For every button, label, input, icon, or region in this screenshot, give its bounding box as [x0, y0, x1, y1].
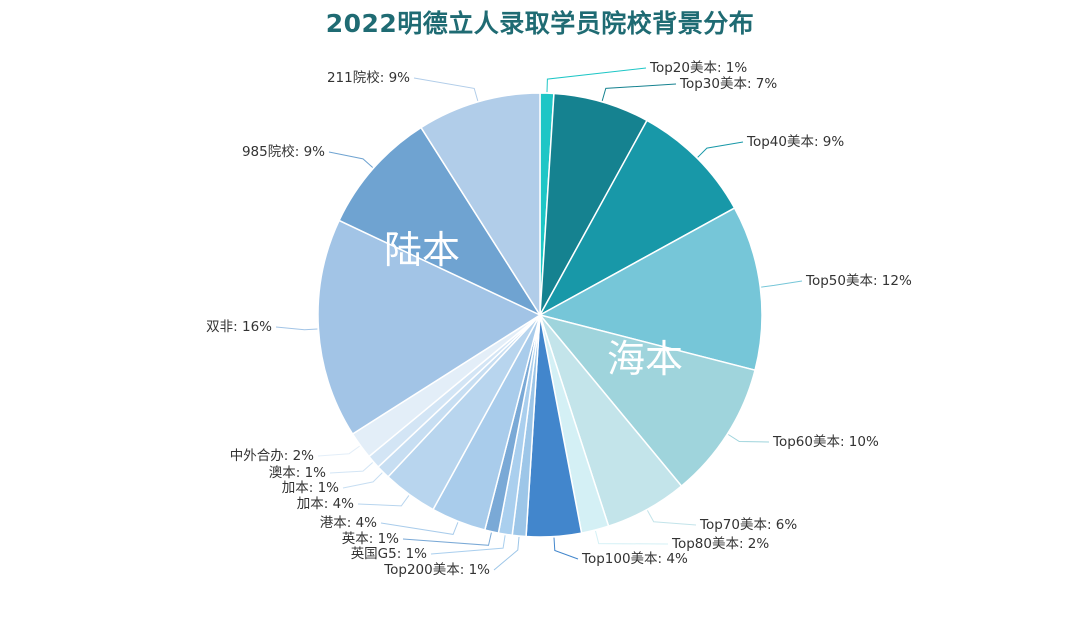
slice-label: Top70美本: 6%	[699, 517, 797, 533]
leader-line	[328, 151, 374, 168]
leader-line	[342, 472, 383, 489]
slice-label: 加本: 1%	[282, 480, 339, 496]
leader-line	[697, 141, 744, 158]
slice-label: Top60美本: 10%	[772, 434, 879, 450]
group-label: 陆本	[384, 228, 460, 272]
leader-line	[402, 532, 492, 546]
slice-label: Top100美本: 4%	[581, 551, 688, 567]
slice-label: 英国G5: 1%	[351, 545, 427, 562]
leader-line	[595, 530, 669, 545]
chart-title: 2022明德立人录取学员院校背景分布	[325, 9, 755, 38]
slice-label: Top200美本: 1%	[383, 562, 490, 578]
slice-label: 英本: 1%	[342, 530, 399, 547]
leader-line	[329, 462, 374, 474]
slice-label: Top50美本: 12%	[805, 273, 912, 289]
leader-line	[317, 445, 360, 457]
slice-label: 港本: 4%	[320, 515, 377, 531]
leader-line	[546, 67, 647, 93]
pie-slice	[338, 126, 543, 317]
leader-line	[728, 434, 770, 443]
slice-label: 加本: 4%	[297, 496, 354, 512]
slice-label: 中外合办: 2%	[230, 448, 314, 464]
leader-line	[430, 535, 506, 555]
slice-label: Top30美本: 7%	[679, 76, 777, 92]
slice-label: 211院校: 9%	[327, 69, 410, 86]
leader-line	[357, 495, 410, 507]
slice-label: 澳本: 1%	[269, 465, 326, 481]
leader-line	[380, 522, 459, 535]
group-label: 海本	[607, 337, 683, 381]
slice-label: Top80美本: 2%	[671, 536, 769, 552]
leader-line	[553, 537, 579, 560]
leader-line	[413, 77, 479, 102]
leader-line	[761, 280, 803, 288]
leader-line	[646, 510, 697, 526]
pie-slice	[420, 92, 541, 318]
pie-slice	[317, 219, 542, 435]
leader-line	[493, 536, 520, 571]
slice-label: Top20美本: 1%	[649, 60, 747, 76]
pie-slice	[537, 313, 756, 488]
leader-line	[601, 83, 677, 102]
slice-label: Top40美本: 9%	[746, 134, 844, 150]
slice-label: 985院校: 9%	[242, 143, 325, 160]
pie-slice	[538, 119, 736, 317]
leader-line	[275, 326, 318, 331]
slice-label: 双非: 16%	[206, 319, 272, 335]
pie-slice	[537, 207, 763, 372]
